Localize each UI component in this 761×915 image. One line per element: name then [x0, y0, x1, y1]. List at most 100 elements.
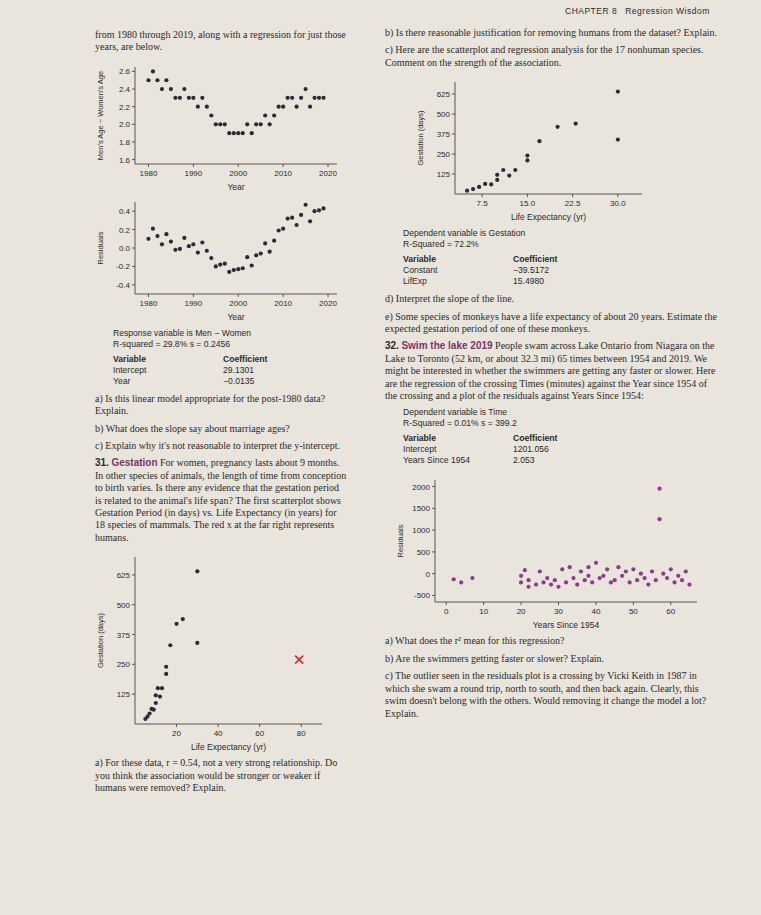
x-tick-label: 2000: [229, 169, 247, 178]
table-cell: −0.0135: [223, 376, 303, 387]
text-block: e) Some species of monkeys have a life e…: [385, 311, 720, 336]
point: [616, 90, 620, 94]
point: [151, 226, 155, 230]
paragraph: a) What does the r² mean for this regres…: [385, 635, 564, 646]
y-tick: [132, 71, 135, 72]
y-tick-label: 1500: [412, 505, 430, 514]
y-tick-label: 2.6: [119, 67, 131, 76]
point-stroke: [295, 656, 303, 664]
point: [245, 255, 249, 259]
point: [160, 87, 164, 91]
y-tick-label: 375: [437, 130, 451, 139]
x-tick-label: 1980: [140, 299, 158, 308]
y-tick-label: 2.4: [119, 85, 131, 94]
point: [254, 253, 258, 257]
point: [628, 581, 632, 585]
text-block: a) For these data, r = 0.54, not a very …: [95, 757, 347, 794]
point: [151, 69, 155, 73]
y-tick: [432, 574, 435, 575]
point: [643, 576, 647, 580]
table-header: Variable: [113, 354, 223, 365]
point: [218, 262, 222, 266]
point: [227, 270, 231, 274]
x-tick-label: 10: [479, 607, 488, 616]
table-cell: 29.1301: [223, 365, 303, 376]
point: [160, 686, 164, 690]
point: [590, 581, 594, 585]
point: [523, 569, 527, 573]
point: [526, 579, 530, 583]
y-tick-label: -500: [414, 592, 431, 601]
y-tick-label: 375: [117, 631, 131, 640]
x-tick: [283, 164, 284, 167]
point: [241, 131, 245, 135]
point: [312, 209, 316, 213]
x-tick-label: 80: [297, 729, 306, 738]
point: [519, 574, 523, 578]
x-axis-label: Life Expectancy (yr): [191, 742, 266, 752]
point: [191, 96, 195, 100]
paragraph: a) Is this linear model appropriate for …: [95, 393, 325, 416]
point: [308, 219, 312, 223]
point: [459, 581, 463, 585]
text-block: b) Are the swimmers getting faster or sl…: [385, 653, 720, 665]
point: [501, 168, 505, 172]
y-tick: [452, 134, 455, 135]
x-axis-line: [455, 194, 642, 195]
y-tick: [132, 575, 135, 576]
point: [321, 206, 325, 210]
x-tick-label: 60: [666, 607, 675, 616]
x-tick: [521, 602, 522, 605]
table-header: Coefficient: [223, 354, 303, 365]
y-tick-label: 250: [437, 150, 451, 159]
y-axis-label: Residuals: [396, 525, 405, 558]
y-tick-label: 0: [426, 570, 431, 579]
paragraph: d) Interpret the slope of the line.: [385, 293, 514, 304]
regression-line: R-squared = 29.8% s = 0.2456: [113, 339, 347, 350]
point: [676, 574, 680, 578]
y-tick-label: 125: [117, 690, 131, 699]
table-header: Variable: [403, 254, 513, 265]
point: [299, 213, 303, 217]
y-tick-label: 0.0: [119, 244, 131, 253]
point: [295, 656, 303, 664]
point: [178, 247, 182, 251]
point: [187, 96, 191, 100]
chapter-title: Regression Wisdom: [625, 6, 710, 16]
point: [209, 113, 213, 117]
x-tick-label: 50: [629, 607, 638, 616]
point: [609, 581, 613, 585]
x-tick-label: 40: [214, 729, 223, 738]
y-tick: [432, 487, 435, 488]
chart: 198019902000201020201.61.82.02.22.42.6Ye…: [95, 59, 345, 194]
plot-marks: [452, 487, 692, 589]
y-tick-label: 1.8: [119, 138, 131, 147]
x-tick-label: 2020: [319, 299, 337, 308]
point: [669, 568, 673, 572]
y-tick-label: 125: [437, 170, 451, 179]
point: [290, 96, 294, 100]
text-block: c) Here are the scatterplot and regressi…: [385, 44, 720, 69]
table-header: Variable: [403, 433, 513, 444]
y-tick-label: 0.4: [119, 207, 131, 216]
point: [545, 576, 549, 580]
point: [477, 185, 481, 189]
point: [639, 572, 643, 576]
x-tick: [301, 724, 302, 727]
point: [624, 570, 628, 574]
point: [635, 579, 639, 583]
text-block: a) Is this linear model appropriate for …: [95, 393, 347, 418]
point: [268, 122, 272, 126]
point: [286, 216, 290, 220]
y-tick: [132, 211, 135, 212]
point: [308, 104, 312, 108]
x-axis-label: Year: [227, 312, 244, 322]
y-tick-label: 250: [117, 661, 131, 670]
paragraph: For women, pregnancy lasts about 9 month…: [95, 457, 346, 542]
point: [684, 570, 688, 574]
x-tick: [238, 164, 239, 167]
y-axis-label: Gestation (days): [416, 110, 425, 166]
point: [513, 168, 517, 172]
problem-title: Swim the lake 2019: [401, 340, 492, 351]
regression-output: Dependent variable is TimeR-Squared = 0.…: [403, 407, 720, 466]
